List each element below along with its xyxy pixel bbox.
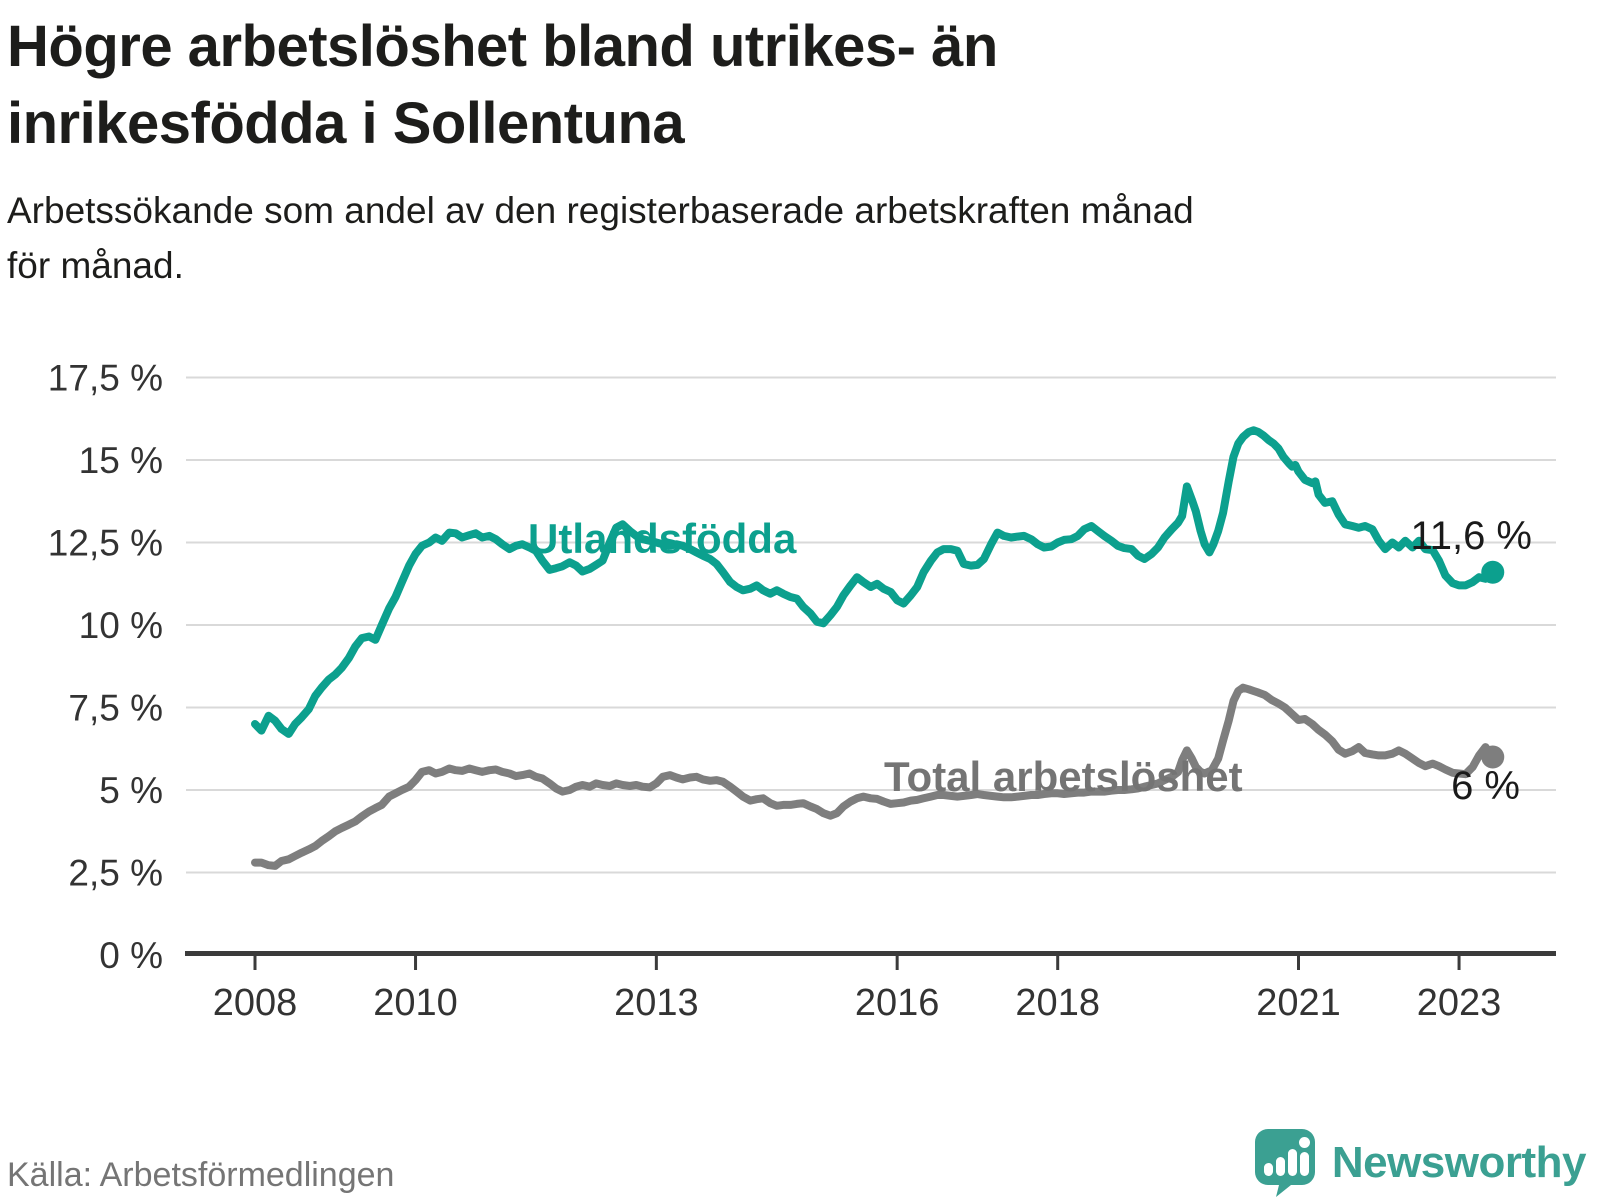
- end-value-label: 6 %: [1451, 764, 1520, 808]
- page-title: Högre arbetslöshet bland utrikes- än inr…: [7, 8, 1287, 162]
- y-axis-label: 17,5 %: [48, 358, 163, 399]
- series-label-utlandsfodda: Utlandsfödda: [528, 515, 797, 562]
- end-value-label: 11,6 %: [1410, 514, 1532, 558]
- x-axis-label: 2023: [1417, 982, 1502, 1024]
- series-end-dot-utlandsfodda: [1481, 560, 1505, 584]
- series-line-total: [251, 683, 1497, 870]
- y-axis-label: 10 %: [79, 605, 163, 646]
- chart-subtitle: Arbetssökande som andel av den registerb…: [7, 183, 1567, 293]
- series-line-utlandsfodda: [251, 426, 1497, 738]
- x-axis-label: 2021: [1256, 982, 1341, 1024]
- x-axis-label: 2010: [373, 982, 458, 1024]
- x-axis-label: 2008: [213, 982, 298, 1024]
- newsworthy-logo-icon: [1254, 1129, 1315, 1197]
- x-axis-label: 2016: [855, 982, 940, 1024]
- y-axis-label: 5 %: [99, 770, 163, 811]
- y-axis-label: 2,5 %: [68, 853, 163, 894]
- title-line-2: inrikesfödda i Sollentuna: [7, 91, 685, 156]
- y-axis-label: 15 %: [79, 440, 163, 481]
- newsworthy-logo: Newsworthy: [1254, 1128, 1587, 1198]
- title-line-1: Högre arbetslöshet bland utrikes- än: [7, 14, 998, 79]
- series-end-dot-total: [1481, 745, 1505, 769]
- y-axis-label: 0 %: [99, 935, 163, 976]
- x-axis-label: 2013: [614, 982, 699, 1024]
- newsworthy-logo-text: Newsworthy: [1331, 1138, 1587, 1187]
- source-note: Källa: Arbetsförmedlingen: [7, 1156, 395, 1194]
- subtitle-line-1: Arbetssökande som andel av den registerb…: [7, 190, 1194, 231]
- y-axis-label: 12,5 %: [48, 523, 163, 564]
- y-axis-label: 7,5 %: [68, 688, 163, 729]
- subtitle-line-2: för månad.: [7, 245, 184, 286]
- series-label-total: Total arbetslöshet: [884, 753, 1243, 800]
- x-axis-label: 2018: [1015, 982, 1100, 1024]
